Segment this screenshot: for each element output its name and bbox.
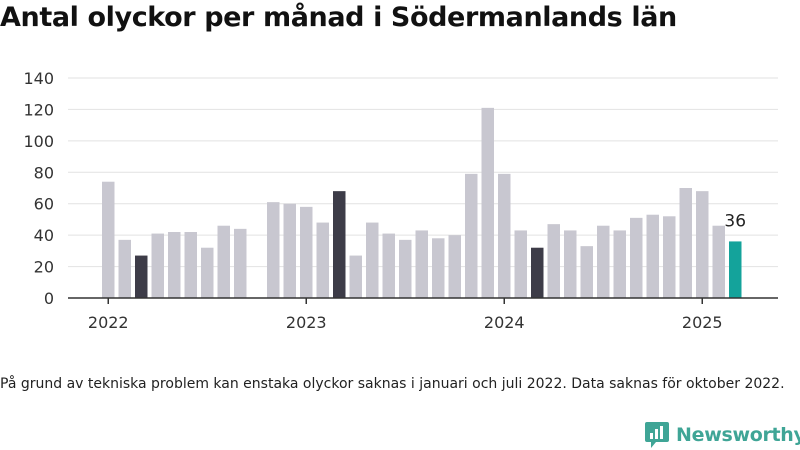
bar-2023-10 <box>448 235 461 298</box>
bar-2023-04 <box>349 255 362 298</box>
bar-2025-03 <box>729 241 742 298</box>
bar-2023-06 <box>382 233 395 298</box>
bar-2022-12 <box>283 203 296 298</box>
bar-2023-08 <box>415 230 428 298</box>
y-tick-label: 60 <box>34 195 54 214</box>
bar-2024-01 <box>498 173 511 298</box>
bar-2022-06 <box>184 232 197 298</box>
bar-2023-05 <box>366 222 379 298</box>
bar-2022-05 <box>168 232 181 298</box>
bar-2022-01 <box>102 181 115 298</box>
x-tick-label: 2023 <box>286 313 327 332</box>
bar-2024-02 <box>514 230 527 298</box>
bar-2023-03 <box>333 191 346 298</box>
y-tick-label: 120 <box>23 100 54 119</box>
brand-logo[interactable]: Newsworthy <box>644 420 800 450</box>
footnote: På grund av tekniska problem kan enstaka… <box>0 376 785 392</box>
bar-2023-09 <box>432 238 445 298</box>
bar-2025-02 <box>712 225 725 298</box>
value-label: 36 <box>724 211 746 231</box>
bar-chart: 0 20 40 60 80 100 120 140 2022 2023 2024 2025 36 <box>23 69 778 332</box>
bar-2022-04 <box>151 233 164 298</box>
bar-2022-07 <box>201 247 214 298</box>
bar-2023-07 <box>399 239 412 298</box>
bar-2024-03 <box>531 247 544 298</box>
y-tick-label: 40 <box>34 226 54 245</box>
bar-2023-02 <box>316 222 329 298</box>
bar-2025-01 <box>696 191 709 298</box>
bar-2024-04 <box>547 224 560 298</box>
bar-2023-01 <box>300 206 313 298</box>
y-tick-label: 80 <box>34 163 54 182</box>
bar-2023-11 <box>465 173 478 298</box>
x-tick-label: 2022 <box>88 313 129 332</box>
y-tick-label: 20 <box>34 258 54 277</box>
bar-2022-09 <box>234 228 247 298</box>
bar-2024-05 <box>564 230 577 298</box>
chart-title: Antal olyckor per månad i Södermanlands … <box>0 2 677 33</box>
bar-2024-11 <box>663 216 676 298</box>
y-tick-label: 100 <box>23 132 54 151</box>
newsworthy-logo-icon <box>645 422 669 448</box>
x-tick-label: 2025 <box>682 313 723 332</box>
bar-2024-07 <box>597 225 610 298</box>
bar-2022-08 <box>217 225 230 298</box>
brand-name: Newsworthy <box>676 424 800 446</box>
bar-2024-12 <box>679 188 692 298</box>
bar-2024-06 <box>580 246 593 298</box>
y-tick-label: 0 <box>44 289 54 308</box>
bar-2024-08 <box>613 230 626 298</box>
x-tick-label: 2024 <box>484 313 525 332</box>
bar-2022-02 <box>118 239 131 298</box>
bar-2022-11 <box>267 202 280 298</box>
bar-2024-10 <box>646 214 659 298</box>
y-tick-label: 140 <box>23 69 54 88</box>
bar-2023-12 <box>481 107 494 298</box>
bar-2024-09 <box>630 217 643 298</box>
bar-2022-03 <box>135 255 148 298</box>
